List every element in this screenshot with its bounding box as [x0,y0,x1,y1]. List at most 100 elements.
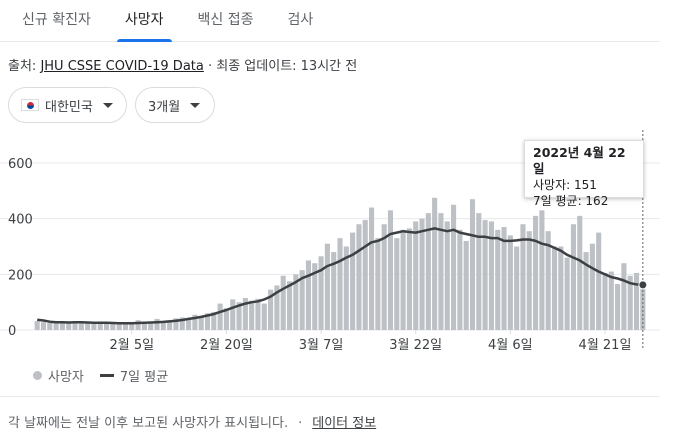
bar [230,299,236,330]
bar [533,215,539,330]
footer-note: 각 날짜에는 전날 이후 보고된 사망자가 표시됩니다. [8,416,289,431]
bar [381,224,387,330]
bar [545,231,551,330]
bar [343,246,349,330]
hover-point [638,280,648,290]
bar [589,243,595,330]
bar [633,272,640,330]
bar [53,321,59,330]
bar [488,221,494,330]
bar [463,240,469,330]
bar [551,246,558,330]
bar [451,204,457,330]
region-dropdown[interactable]: 대한민국 [8,87,127,123]
bar [167,320,173,330]
bar [97,322,103,330]
bar [204,313,211,330]
source-link[interactable]: JHU CSSE COVID-19 Data [40,59,204,74]
bar [432,197,438,330]
bar [66,322,72,330]
bar [627,275,633,330]
chart-legend: 사망자 7일 평균 [33,366,168,385]
tab-deaths[interactable]: 사망자 [116,0,172,42]
bar [324,243,330,330]
caret-down-icon [102,102,113,108]
bar [104,323,110,330]
y-tick-label: 200 [8,268,33,283]
x-tick-label: 3월 22일 [389,338,442,353]
tab-bar: 신규 확진자 사망자 백신 접종 검사 [0,0,660,42]
bar [419,218,425,330]
caret-down-icon [190,102,201,108]
tooltip-date: 2022년 4월 22일 [533,145,626,176]
bar [387,210,394,330]
bar [615,284,621,330]
legend-bars: 사망자 [48,370,84,385]
bar [198,316,204,330]
bar [539,210,545,330]
bar [299,270,305,330]
bar [280,275,286,330]
bar [318,256,324,330]
bar [160,321,166,330]
bar [476,213,482,330]
x-tick-label: 4월 6일 [488,338,533,353]
tab-new-cases[interactable]: 신규 확진자 [22,12,91,28]
bar [286,281,293,330]
bar [135,320,141,330]
bar [362,220,368,330]
bar [394,238,400,330]
bar [640,287,646,330]
bar [78,321,84,330]
bar [186,319,192,330]
bar [85,322,91,330]
bar [129,323,135,330]
bar [34,321,40,330]
bar [375,238,381,330]
divider [0,396,660,397]
bar [602,272,608,330]
korea-flag-icon [21,99,39,111]
bar [179,317,185,330]
bar [293,274,299,330]
bar [148,321,154,330]
bar [350,232,356,330]
bar [507,235,513,330]
bar [255,298,261,330]
bar [268,289,274,330]
bar [110,322,116,330]
bar [526,231,532,330]
bar [331,252,337,330]
bar [116,323,122,330]
bar [223,308,229,330]
bar [337,238,343,330]
footer: 각 날짜에는 전날 이후 보고된 사망자가 표시됩니다. · 데이터 정보 [8,412,376,431]
y-tick-label: 0 [8,324,16,339]
bar-legend-icon [33,371,42,380]
bar [444,221,450,330]
bar [558,246,564,330]
bar [495,229,501,330]
x-tick-label: 4월 21일 [579,338,632,353]
deaths-chart[interactable]: 600 400 200 0 2월 5일 2월 20일 3월 7일 3월 22일 4월 6일 4월 … [0,130,660,365]
bar [608,271,614,330]
bar [59,322,65,330]
tab-testing[interactable]: 검사 [287,12,314,28]
data-info-link[interactable]: 데이터 정보 [312,416,377,431]
tab-vaccination[interactable]: 백신 접종 [197,12,254,28]
average-line [37,227,643,325]
bar [520,224,526,330]
bar [261,303,267,330]
range-dropdown[interactable]: 3개월 [135,87,215,123]
bar [141,322,147,330]
tooltip-average: 7일 평균: 162 [533,194,609,208]
bar [122,323,129,330]
region-label: 대한민국 [45,99,93,115]
bar [469,199,476,330]
bar [211,311,217,330]
bar [242,297,248,330]
bar [40,322,47,330]
bar [154,318,160,330]
bar [583,252,589,330]
bar [305,260,312,330]
